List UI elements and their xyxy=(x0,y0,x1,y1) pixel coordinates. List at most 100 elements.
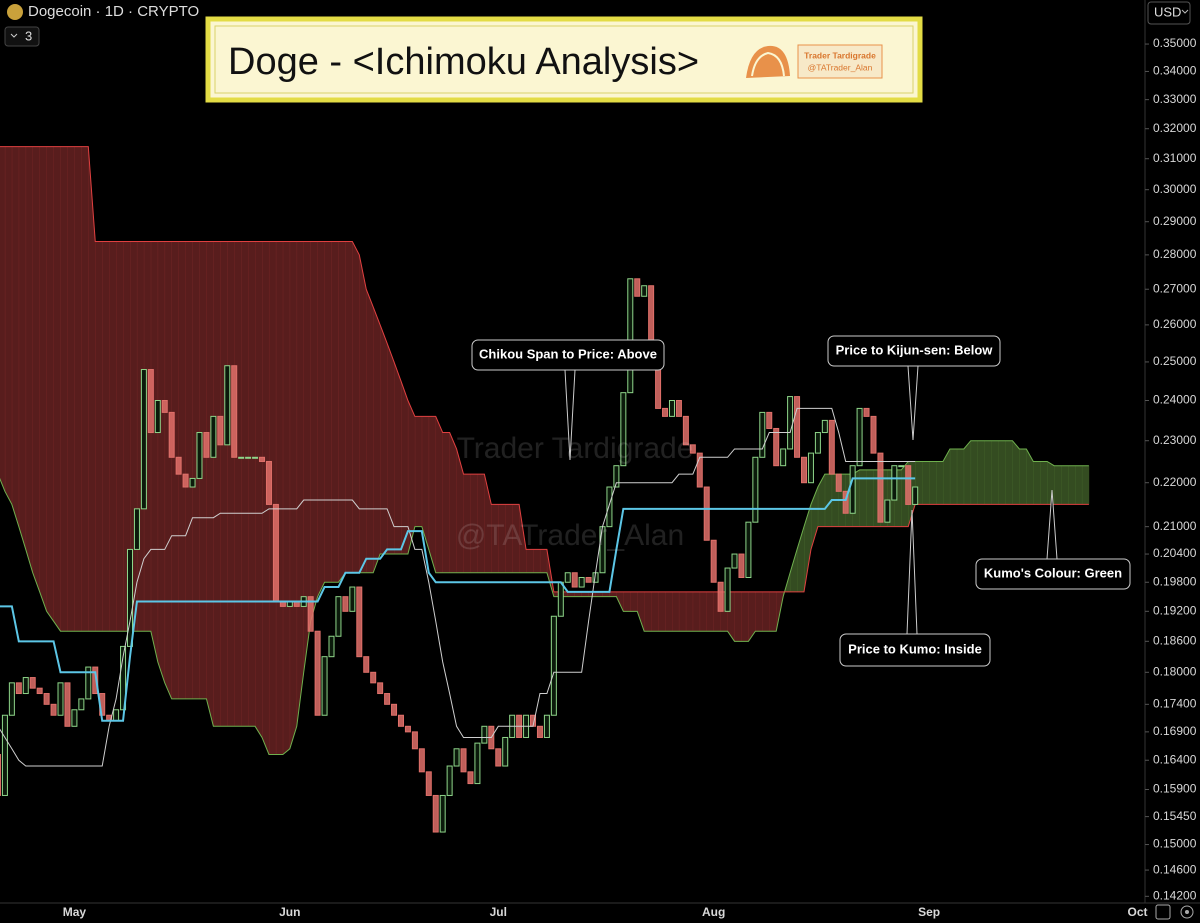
kumo-fill xyxy=(324,241,332,583)
y-tick-label: 0.18000 xyxy=(1153,664,1197,678)
candle-body xyxy=(543,714,550,738)
candle-body xyxy=(238,456,245,459)
kumo-fill xyxy=(414,416,423,527)
kumo-fill xyxy=(88,146,96,632)
candle-body xyxy=(259,456,266,462)
kumo-fill xyxy=(18,146,27,550)
annotation-text: Price to Kijun-sen: Below xyxy=(836,342,994,357)
candle-body xyxy=(710,539,717,583)
candle-body xyxy=(71,709,78,727)
candle-body xyxy=(773,427,780,467)
kumo-fill xyxy=(95,241,103,632)
candle-body xyxy=(8,682,15,716)
candle-body xyxy=(335,596,342,637)
chevron xyxy=(10,33,18,38)
candle-body xyxy=(842,490,849,514)
candle-body xyxy=(370,671,377,684)
kumo-fill xyxy=(116,241,124,632)
gear-icon[interactable] xyxy=(1180,905,1194,919)
time-axis xyxy=(0,903,1200,923)
candle-body xyxy=(675,400,682,417)
kumo-fill xyxy=(678,591,687,632)
candle-body xyxy=(682,415,689,446)
candle-body xyxy=(120,645,127,711)
x-tick-label: Jun xyxy=(279,905,300,919)
y-tick-label: 0.14200 xyxy=(1153,888,1197,902)
currency-button[interactable] xyxy=(1147,1,1191,25)
annotation-box xyxy=(827,335,1001,367)
y-tick-label: 0.21000 xyxy=(1153,519,1197,533)
kumo-fill xyxy=(1054,465,1062,505)
candle-body xyxy=(307,596,314,632)
kumo-fill xyxy=(157,241,166,683)
kumo-fill xyxy=(790,549,798,592)
logo-box xyxy=(797,44,883,79)
kumo-fill xyxy=(1012,440,1020,505)
kumo-fill xyxy=(595,591,603,597)
annotation-text: Price to Kumo: Inside xyxy=(848,641,982,656)
x-tick-label: Jul xyxy=(490,905,507,919)
settings-icon[interactable] xyxy=(1155,904,1171,920)
watermark: @TATrader_Alan xyxy=(456,519,684,552)
kumo-fill xyxy=(352,241,360,573)
kumo-fill xyxy=(526,549,534,573)
kumo-fill xyxy=(310,241,318,622)
kumo-fill xyxy=(797,526,805,592)
kumo-fill xyxy=(810,487,819,550)
candle-body xyxy=(22,677,29,695)
candle-body xyxy=(140,369,147,510)
candle-body xyxy=(384,693,391,705)
candle-body xyxy=(905,465,912,505)
candle-body xyxy=(863,407,870,417)
kumo-fill xyxy=(741,591,749,642)
candle-body xyxy=(787,396,794,450)
kumo-fill xyxy=(296,241,305,727)
kumo-fill xyxy=(192,241,200,699)
kumo-fill xyxy=(1040,461,1048,505)
candle-body xyxy=(759,411,766,458)
candle-body xyxy=(634,278,641,297)
kumo-fill xyxy=(317,241,325,597)
y-tick-label: 0.20400 xyxy=(1153,546,1197,560)
kumo-fill xyxy=(262,241,270,755)
candle-body xyxy=(877,452,884,523)
y-tick-label: 0.32000 xyxy=(1153,121,1197,135)
candle-body xyxy=(147,369,154,434)
candle-body xyxy=(557,581,564,617)
kumo-fill xyxy=(407,400,416,555)
candle-body xyxy=(92,666,99,695)
kumo-fill xyxy=(929,461,937,505)
annotation-pointer xyxy=(906,509,918,635)
kumo-fill xyxy=(963,440,972,505)
candle-body xyxy=(780,448,787,467)
candle-body xyxy=(126,548,133,647)
x-tick-label: Aug xyxy=(702,905,725,919)
y-tick-label: 0.26000 xyxy=(1153,317,1197,331)
candle-body xyxy=(78,698,85,711)
kumo-fill xyxy=(32,146,40,592)
indicator-toggle[interactable] xyxy=(4,26,40,47)
kumo-fill xyxy=(1019,448,1027,505)
candle-body xyxy=(196,432,203,479)
candle-body xyxy=(36,687,43,695)
kumo-fill xyxy=(512,504,520,573)
kumo-fill xyxy=(574,591,582,597)
kumo-fill xyxy=(984,440,992,505)
candle-body xyxy=(189,477,196,488)
kumo-fill xyxy=(81,146,89,632)
kumo-fill xyxy=(338,241,346,583)
candle-body xyxy=(432,794,439,833)
candle-body xyxy=(328,635,335,658)
kumo-fill xyxy=(150,241,159,662)
kumo-fill xyxy=(734,591,742,642)
kumo-fill xyxy=(651,591,659,632)
kumo-fill xyxy=(400,381,409,555)
candle-body xyxy=(898,465,905,468)
candle-body xyxy=(57,682,64,716)
candle-body xyxy=(849,465,856,514)
kumo-fill xyxy=(185,241,193,699)
kumo-fill xyxy=(67,146,75,632)
price-axis xyxy=(1145,0,1200,903)
candle-body xyxy=(50,703,57,716)
